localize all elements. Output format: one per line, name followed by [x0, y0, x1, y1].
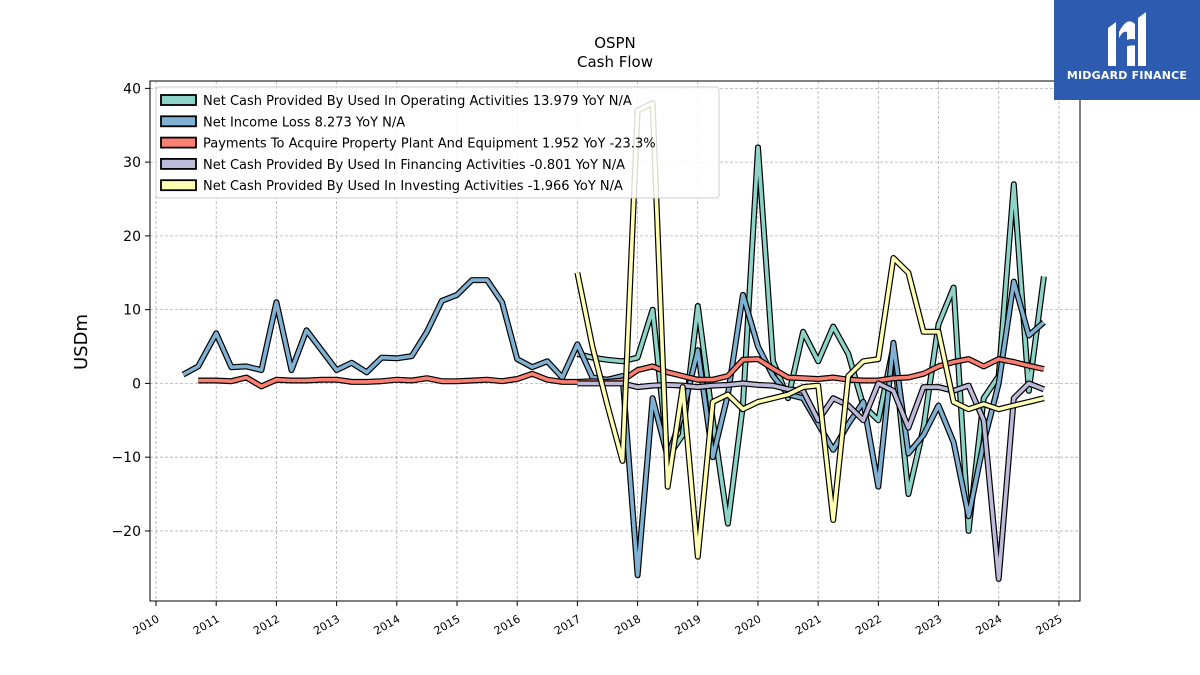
- x-tick-label: 2024: [973, 612, 1004, 637]
- legend-label: Net Cash Provided By Used In Financing A…: [203, 158, 625, 173]
- legend-swatch: [160, 179, 197, 192]
- x-tick-label: 2014: [372, 612, 403, 637]
- plot-frame: [149, 80, 1081, 602]
- y-tick-label: 20: [123, 229, 141, 245]
- chart-subtitle: Cash Flow: [577, 53, 653, 71]
- x-tick-label: 2016: [492, 612, 523, 637]
- x-tick-label: 2015: [432, 612, 463, 637]
- legend: Net Cash Provided By Used In Operating A…: [155, 86, 720, 199]
- midgard-logo-icon: [1108, 12, 1146, 66]
- series-line-2: [182, 278, 1046, 578]
- brand-name: MIDGARD FINANCE: [1066, 69, 1188, 82]
- series-lines: [181, 100, 1047, 582]
- brand-logo: MIDGARD FINANCE: [1054, 0, 1200, 100]
- x-tick-label: 2022: [853, 612, 884, 637]
- legend-swatch: [160, 115, 197, 128]
- x-tick-label: 2011: [191, 612, 222, 637]
- y-tick-label: −10: [111, 450, 141, 466]
- series-line-4: [577, 381, 1045, 581]
- legend-label: Net Cash Provided By Used In Investing A…: [203, 179, 623, 194]
- y-tick-label: 30: [123, 155, 141, 171]
- chart-title: OSPN: [594, 34, 636, 52]
- y-axis-label: USDm: [71, 314, 92, 370]
- x-tick-label: 2019: [673, 612, 704, 637]
- x-tick-label: 2020: [733, 612, 764, 637]
- x-tick-label: 2021: [793, 612, 824, 637]
- legend-label: Net Cash Provided By Used In Operating A…: [203, 94, 632, 109]
- legend-swatch: [160, 157, 197, 170]
- x-tick-label: 2023: [913, 612, 944, 637]
- legend-label: Payments To Acquire Property Plant And E…: [203, 137, 656, 152]
- y-tick-label: 10: [123, 303, 141, 319]
- legend-label: Net Income Loss 8.273 YoY N/A: [203, 115, 405, 130]
- y-tick-label: −20: [111, 524, 141, 540]
- x-tick-label: 2010: [131, 612, 162, 637]
- legend-swatch: [160, 136, 197, 149]
- legend-swatch: [160, 94, 197, 106]
- x-tick-label: 2025: [1034, 612, 1065, 637]
- x-tick-label: 2018: [612, 612, 643, 637]
- y-tick-label: 40: [123, 81, 141, 97]
- x-tick-label: 2017: [552, 612, 583, 637]
- y-tick-label: 0: [132, 376, 141, 392]
- legend-box: [155, 86, 720, 199]
- x-tick-label: 2013: [311, 612, 342, 637]
- x-tick-label: 2012: [251, 612, 282, 637]
